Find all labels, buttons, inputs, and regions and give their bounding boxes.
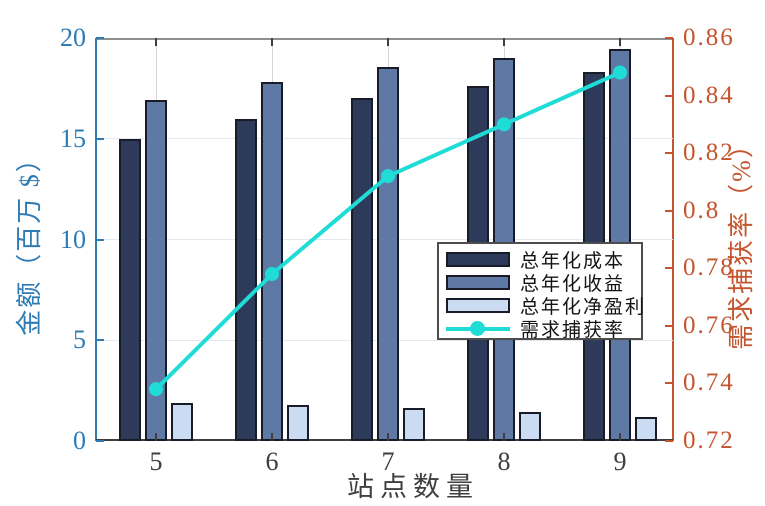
- right-tick: [665, 440, 673, 442]
- right-tick: [665, 267, 673, 270]
- right-axis-title: 需求捕获率（%）: [727, 130, 756, 350]
- top-tick: [503, 38, 505, 46]
- top-tick: [619, 38, 621, 46]
- legend-box: 总年化成本 总年化收益 总年化净盈利 需求捕获率: [437, 242, 644, 341]
- x-tick-label: 7: [381, 447, 395, 476]
- x-tick-label: 6: [265, 447, 279, 476]
- bar-profit: [519, 411, 541, 441]
- legend-line-marker: [470, 320, 485, 336]
- right-tick-label: 0.72: [683, 427, 735, 454]
- right-tick: [665, 324, 673, 327]
- x-axis-title: 站点数量: [347, 472, 479, 502]
- bar-cost: [235, 118, 257, 441]
- legend-item-profit: 总年化净盈利: [446, 294, 644, 318]
- left-tick: [96, 339, 104, 342]
- left-tick-label: 20: [60, 23, 86, 52]
- bar-cost: [351, 98, 373, 441]
- legend-item-capture-rate: 需求捕获率: [446, 317, 641, 341]
- right-tick-label: 0.76: [683, 311, 735, 339]
- left-tick: [96, 238, 104, 241]
- bottom-tick: [503, 433, 505, 441]
- legend-line-swatch: [446, 320, 510, 337]
- bar-profit: [171, 402, 193, 441]
- left-tick: [96, 37, 104, 39]
- x-tick-label: 9: [613, 447, 627, 476]
- legend-label: 需求捕获率: [520, 320, 626, 341]
- bottom-tick: [387, 433, 389, 441]
- top-tick: [387, 38, 389, 46]
- left-tick: [96, 440, 104, 442]
- top-tick: [155, 38, 157, 46]
- left-tick: [96, 137, 104, 140]
- left-tick-label: 10: [60, 224, 86, 254]
- bar-revenue: [145, 100, 167, 441]
- legend-swatch-cost: [446, 252, 510, 267]
- right-tick: [665, 94, 673, 97]
- legend-swatch-revenue: [446, 275, 510, 290]
- left-tick-label: 0: [73, 426, 86, 455]
- right-tick-label: 0.82: [683, 139, 735, 167]
- legend-item-cost: 总年化成本: [446, 248, 641, 272]
- right-axis-spine: [672, 38, 674, 441]
- right-tick-label: 0.84: [683, 81, 735, 109]
- right-tick-label: 0.86: [683, 24, 735, 51]
- left-tick-label: 5: [73, 325, 86, 355]
- bottom-tick: [271, 433, 273, 441]
- right-tick: [665, 382, 673, 385]
- right-tick: [665, 152, 673, 155]
- bar-revenue: [377, 67, 399, 441]
- bar-revenue: [261, 82, 283, 441]
- top-tick: [271, 38, 273, 46]
- left-tick-label: 15: [60, 123, 86, 153]
- right-tick-label: 0.74: [683, 369, 735, 397]
- bar-profit: [403, 407, 425, 441]
- bar-profit: [635, 416, 657, 441]
- bottom-tick: [619, 433, 621, 441]
- legend-swatch-profit: [446, 298, 510, 313]
- bar-profit: [287, 404, 309, 441]
- top-spine: [96, 38, 673, 40]
- legend-item-revenue: 总年化收益: [446, 271, 641, 295]
- plot-area: 总年化成本 总年化收益 总年化净盈利 需求捕获率: [95, 37, 674, 442]
- right-tick-label: 0.8: [683, 196, 721, 224]
- right-tick: [665, 37, 673, 39]
- bar-cost: [119, 138, 141, 441]
- x-tick-label: 8: [497, 447, 511, 476]
- right-tick-label: 0.78: [683, 254, 735, 282]
- right-tick: [665, 209, 673, 212]
- bottom-tick: [155, 433, 157, 441]
- x-tick-label: 5: [149, 447, 163, 476]
